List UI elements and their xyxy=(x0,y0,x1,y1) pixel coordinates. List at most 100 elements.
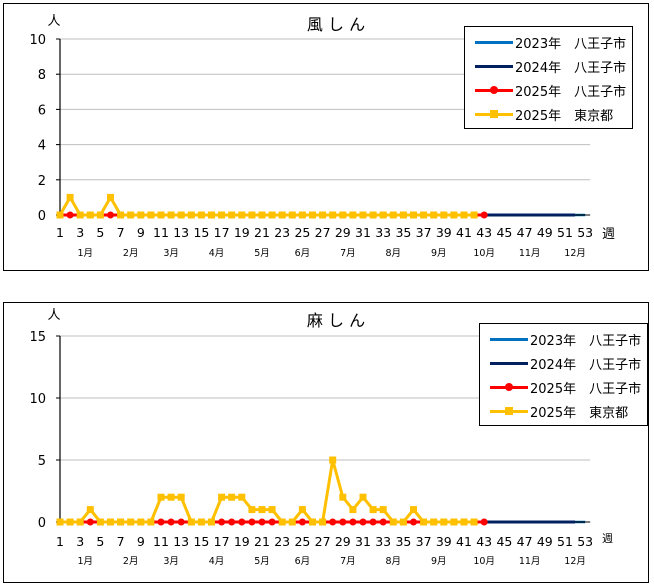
y-tick-label: 10 xyxy=(29,392,46,407)
data-point xyxy=(359,493,367,501)
x-tick-label: 39 xyxy=(436,225,452,240)
data-point xyxy=(177,493,185,501)
data-point xyxy=(248,506,256,514)
x-tick-label: 13 xyxy=(173,225,189,240)
x-tick-label: 9 xyxy=(137,225,145,240)
data-point xyxy=(268,211,276,219)
data-point xyxy=(238,518,246,526)
x-tick-label: 23 xyxy=(274,225,290,240)
x-tick-label: 11 xyxy=(153,534,169,549)
data-point xyxy=(379,506,387,514)
data-point xyxy=(197,211,205,219)
data-point xyxy=(410,506,417,514)
x-tick-label: 41 xyxy=(456,225,472,240)
x-tick-label: 25 xyxy=(294,534,310,549)
month-label: 4月 xyxy=(209,556,225,567)
data-point xyxy=(157,493,165,501)
month-label: 5月 xyxy=(254,248,270,259)
data-point xyxy=(167,518,175,526)
legend-label: 2024年 八王子市 xyxy=(515,60,627,76)
x-tick-label: 5 xyxy=(96,534,104,549)
legend-label: 2023年 八王子市 xyxy=(530,333,642,349)
legend-item: 2025年 八王子市 xyxy=(473,78,626,102)
legend-item: 2025年 東京都 xyxy=(473,102,626,126)
x-tick-label: 21 xyxy=(254,225,270,240)
legend-swatch-icon xyxy=(488,333,528,345)
data-point xyxy=(339,518,347,526)
data-point xyxy=(268,506,276,514)
month-label: 11月 xyxy=(519,556,541,567)
data-point xyxy=(369,506,377,514)
y-tick-label: 4 xyxy=(38,139,46,154)
legend-label: 2025年 八王子市 xyxy=(515,84,627,100)
data-point xyxy=(177,518,185,526)
data-point xyxy=(460,211,468,219)
data-point xyxy=(66,211,74,219)
x-tick-label: 51 xyxy=(557,534,573,549)
y-tick-label: 6 xyxy=(38,103,46,118)
data-point xyxy=(248,518,256,526)
y-axis-unit-label: 人 xyxy=(47,308,60,323)
data-point xyxy=(379,518,387,526)
measles-chart-panel: 0 5 10 15 麻 し ん人 1 3 5 7 9 11 13 15 17 19 21 23 25 27 29 31 3… xyxy=(3,302,649,583)
x-tick-label: 19 xyxy=(234,225,250,240)
data-point xyxy=(399,518,407,526)
rubella-chart-panel: 0 2 4 6 8 10 風 し ん人 1 3 5 7 9 11 13 15 17 19 21 23 25 27 29 31… xyxy=(3,3,649,271)
data-point xyxy=(359,211,367,219)
legend-label: 2025年 東京都 xyxy=(515,108,614,124)
data-point xyxy=(440,518,448,526)
y-tick-label: 0 xyxy=(38,209,46,224)
month-label: 9月 xyxy=(431,248,447,259)
legend-label: 2025年 東京都 xyxy=(530,405,629,421)
legend-item: 2025年 八王子市 xyxy=(488,375,641,399)
measles-legend: 2023年 八王子市 2024年 八王子市 2025年 八王子市 2025年 東京都 xyxy=(479,323,649,426)
x-tick-label: 33 xyxy=(375,225,391,240)
x-tick-label: 5 xyxy=(96,225,104,240)
data-point xyxy=(238,211,246,219)
data-point xyxy=(228,211,236,219)
legend-item: 2023年 八王子市 xyxy=(473,30,626,54)
x-tick-label: 17 xyxy=(214,534,230,549)
x-tick-label: 7 xyxy=(117,225,125,240)
x-tick-label: 31 xyxy=(355,225,371,240)
data-point xyxy=(349,506,357,514)
data-point xyxy=(369,518,377,526)
data-point xyxy=(258,518,266,526)
y-tick-label: 2 xyxy=(38,174,46,189)
data-point xyxy=(329,211,337,219)
data-point xyxy=(309,518,316,526)
month-label: 4月 xyxy=(209,248,225,259)
x-tick-label: 51 xyxy=(557,225,573,240)
legend-item: 2023年 八王子市 xyxy=(488,327,641,351)
data-point xyxy=(167,493,175,501)
x-tick-label: 43 xyxy=(476,225,492,240)
data-point xyxy=(218,493,226,501)
x-tick-label: 45 xyxy=(496,534,512,549)
data-point xyxy=(430,211,438,219)
data-point xyxy=(127,211,135,219)
data-point xyxy=(349,518,357,526)
x-tick-label: 11 xyxy=(153,225,169,240)
data-point xyxy=(208,518,215,526)
x-tick-label: 33 xyxy=(375,534,391,549)
data-point xyxy=(147,211,155,219)
x-tick-label: 13 xyxy=(173,534,189,549)
month-label: 9月 xyxy=(431,556,447,567)
x-tick-label: 1 xyxy=(56,225,64,240)
month-label: 3月 xyxy=(163,556,179,567)
legend-swatch-icon xyxy=(488,405,528,417)
data-point xyxy=(137,518,145,526)
month-label: 6月 xyxy=(295,556,311,567)
x-axis-unit-label: 週 xyxy=(602,227,615,242)
data-point xyxy=(208,211,215,219)
data-point xyxy=(410,518,417,526)
data-point xyxy=(127,518,135,526)
data-point xyxy=(137,211,145,219)
x-tick-label: 49 xyxy=(537,225,553,240)
data-point xyxy=(107,518,114,526)
data-point xyxy=(86,518,94,526)
x-tick-label: 39 xyxy=(436,534,452,549)
data-point xyxy=(420,518,428,526)
data-point xyxy=(319,211,327,219)
